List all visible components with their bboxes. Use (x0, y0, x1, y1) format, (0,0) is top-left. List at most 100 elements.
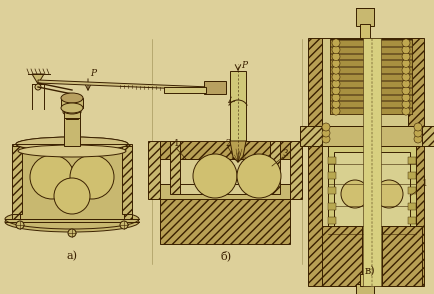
Bar (330, 95, 412, 100)
Bar (363, 38, 381, 286)
Text: a): a) (66, 251, 78, 261)
Bar (362, 226, 382, 286)
Polygon shape (124, 144, 132, 219)
Circle shape (332, 93, 340, 101)
Circle shape (332, 53, 340, 61)
Bar (12, 146, 22, 214)
Text: в): в) (365, 266, 375, 276)
Circle shape (54, 178, 90, 214)
Ellipse shape (5, 209, 139, 229)
Circle shape (402, 87, 410, 95)
Circle shape (341, 180, 369, 208)
Bar (360, 274, 370, 286)
Circle shape (35, 84, 41, 90)
Ellipse shape (16, 137, 128, 151)
Circle shape (332, 66, 340, 74)
Text: 1: 1 (174, 139, 180, 148)
Circle shape (402, 93, 410, 101)
Bar (330, 88, 412, 93)
Polygon shape (12, 144, 20, 219)
Bar (175, 159, 275, 194)
Ellipse shape (63, 106, 81, 114)
Circle shape (402, 107, 410, 115)
Bar (408, 172, 416, 179)
Ellipse shape (63, 108, 81, 116)
Bar (270, 141, 280, 194)
Ellipse shape (5, 212, 139, 232)
Bar (330, 81, 412, 87)
Bar (61, 98, 83, 108)
Circle shape (322, 123, 330, 131)
Bar (334, 152, 410, 228)
Circle shape (332, 107, 340, 115)
Bar (408, 203, 416, 210)
Circle shape (332, 46, 340, 54)
Bar (122, 146, 132, 214)
Bar (330, 67, 412, 73)
Circle shape (414, 135, 422, 143)
Circle shape (402, 39, 410, 47)
Circle shape (414, 129, 422, 137)
Bar (330, 74, 412, 80)
Bar (330, 54, 412, 59)
Bar (408, 187, 416, 194)
Bar (330, 101, 412, 107)
Circle shape (193, 154, 237, 198)
Bar (160, 141, 290, 159)
Bar (170, 141, 180, 194)
Bar (148, 141, 160, 199)
Circle shape (322, 129, 330, 137)
Text: 2: 2 (225, 139, 230, 148)
Bar (328, 187, 336, 194)
Bar (64, 118, 80, 146)
Circle shape (402, 53, 410, 61)
Bar (408, 217, 416, 224)
Bar (328, 146, 416, 234)
Bar (322, 126, 422, 146)
Bar (160, 184, 290, 199)
Bar (382, 226, 422, 286)
Bar (330, 39, 412, 114)
Circle shape (120, 221, 128, 229)
Bar (64, 110, 80, 118)
Circle shape (402, 73, 410, 81)
Bar (308, 38, 322, 286)
Bar (356, 284, 374, 294)
Bar (330, 61, 412, 66)
Bar (290, 141, 302, 199)
Text: 3: 3 (282, 149, 288, 158)
Circle shape (16, 221, 24, 229)
Bar (66, 111, 78, 119)
Ellipse shape (61, 103, 83, 113)
Circle shape (402, 66, 410, 74)
Bar (160, 199, 290, 244)
Bar (230, 71, 246, 141)
Circle shape (332, 87, 340, 95)
Bar (328, 217, 336, 224)
Bar (300, 126, 434, 146)
Circle shape (402, 46, 410, 54)
Circle shape (375, 180, 403, 208)
Circle shape (402, 59, 410, 67)
Bar (360, 24, 370, 38)
Bar (322, 226, 362, 286)
Bar (328, 203, 336, 210)
Circle shape (68, 229, 76, 237)
Bar (328, 172, 336, 179)
Circle shape (332, 100, 340, 108)
Bar (328, 157, 336, 164)
Bar (164, 87, 206, 93)
Polygon shape (16, 144, 128, 219)
Circle shape (332, 80, 340, 88)
Circle shape (402, 80, 410, 88)
Text: б): б) (220, 250, 232, 261)
Ellipse shape (61, 93, 83, 103)
Bar (204, 81, 226, 94)
Circle shape (332, 39, 340, 47)
Bar (330, 40, 412, 46)
Circle shape (322, 135, 330, 143)
Circle shape (414, 123, 422, 131)
Text: P: P (90, 69, 96, 78)
Bar (330, 47, 412, 53)
Circle shape (30, 155, 74, 199)
